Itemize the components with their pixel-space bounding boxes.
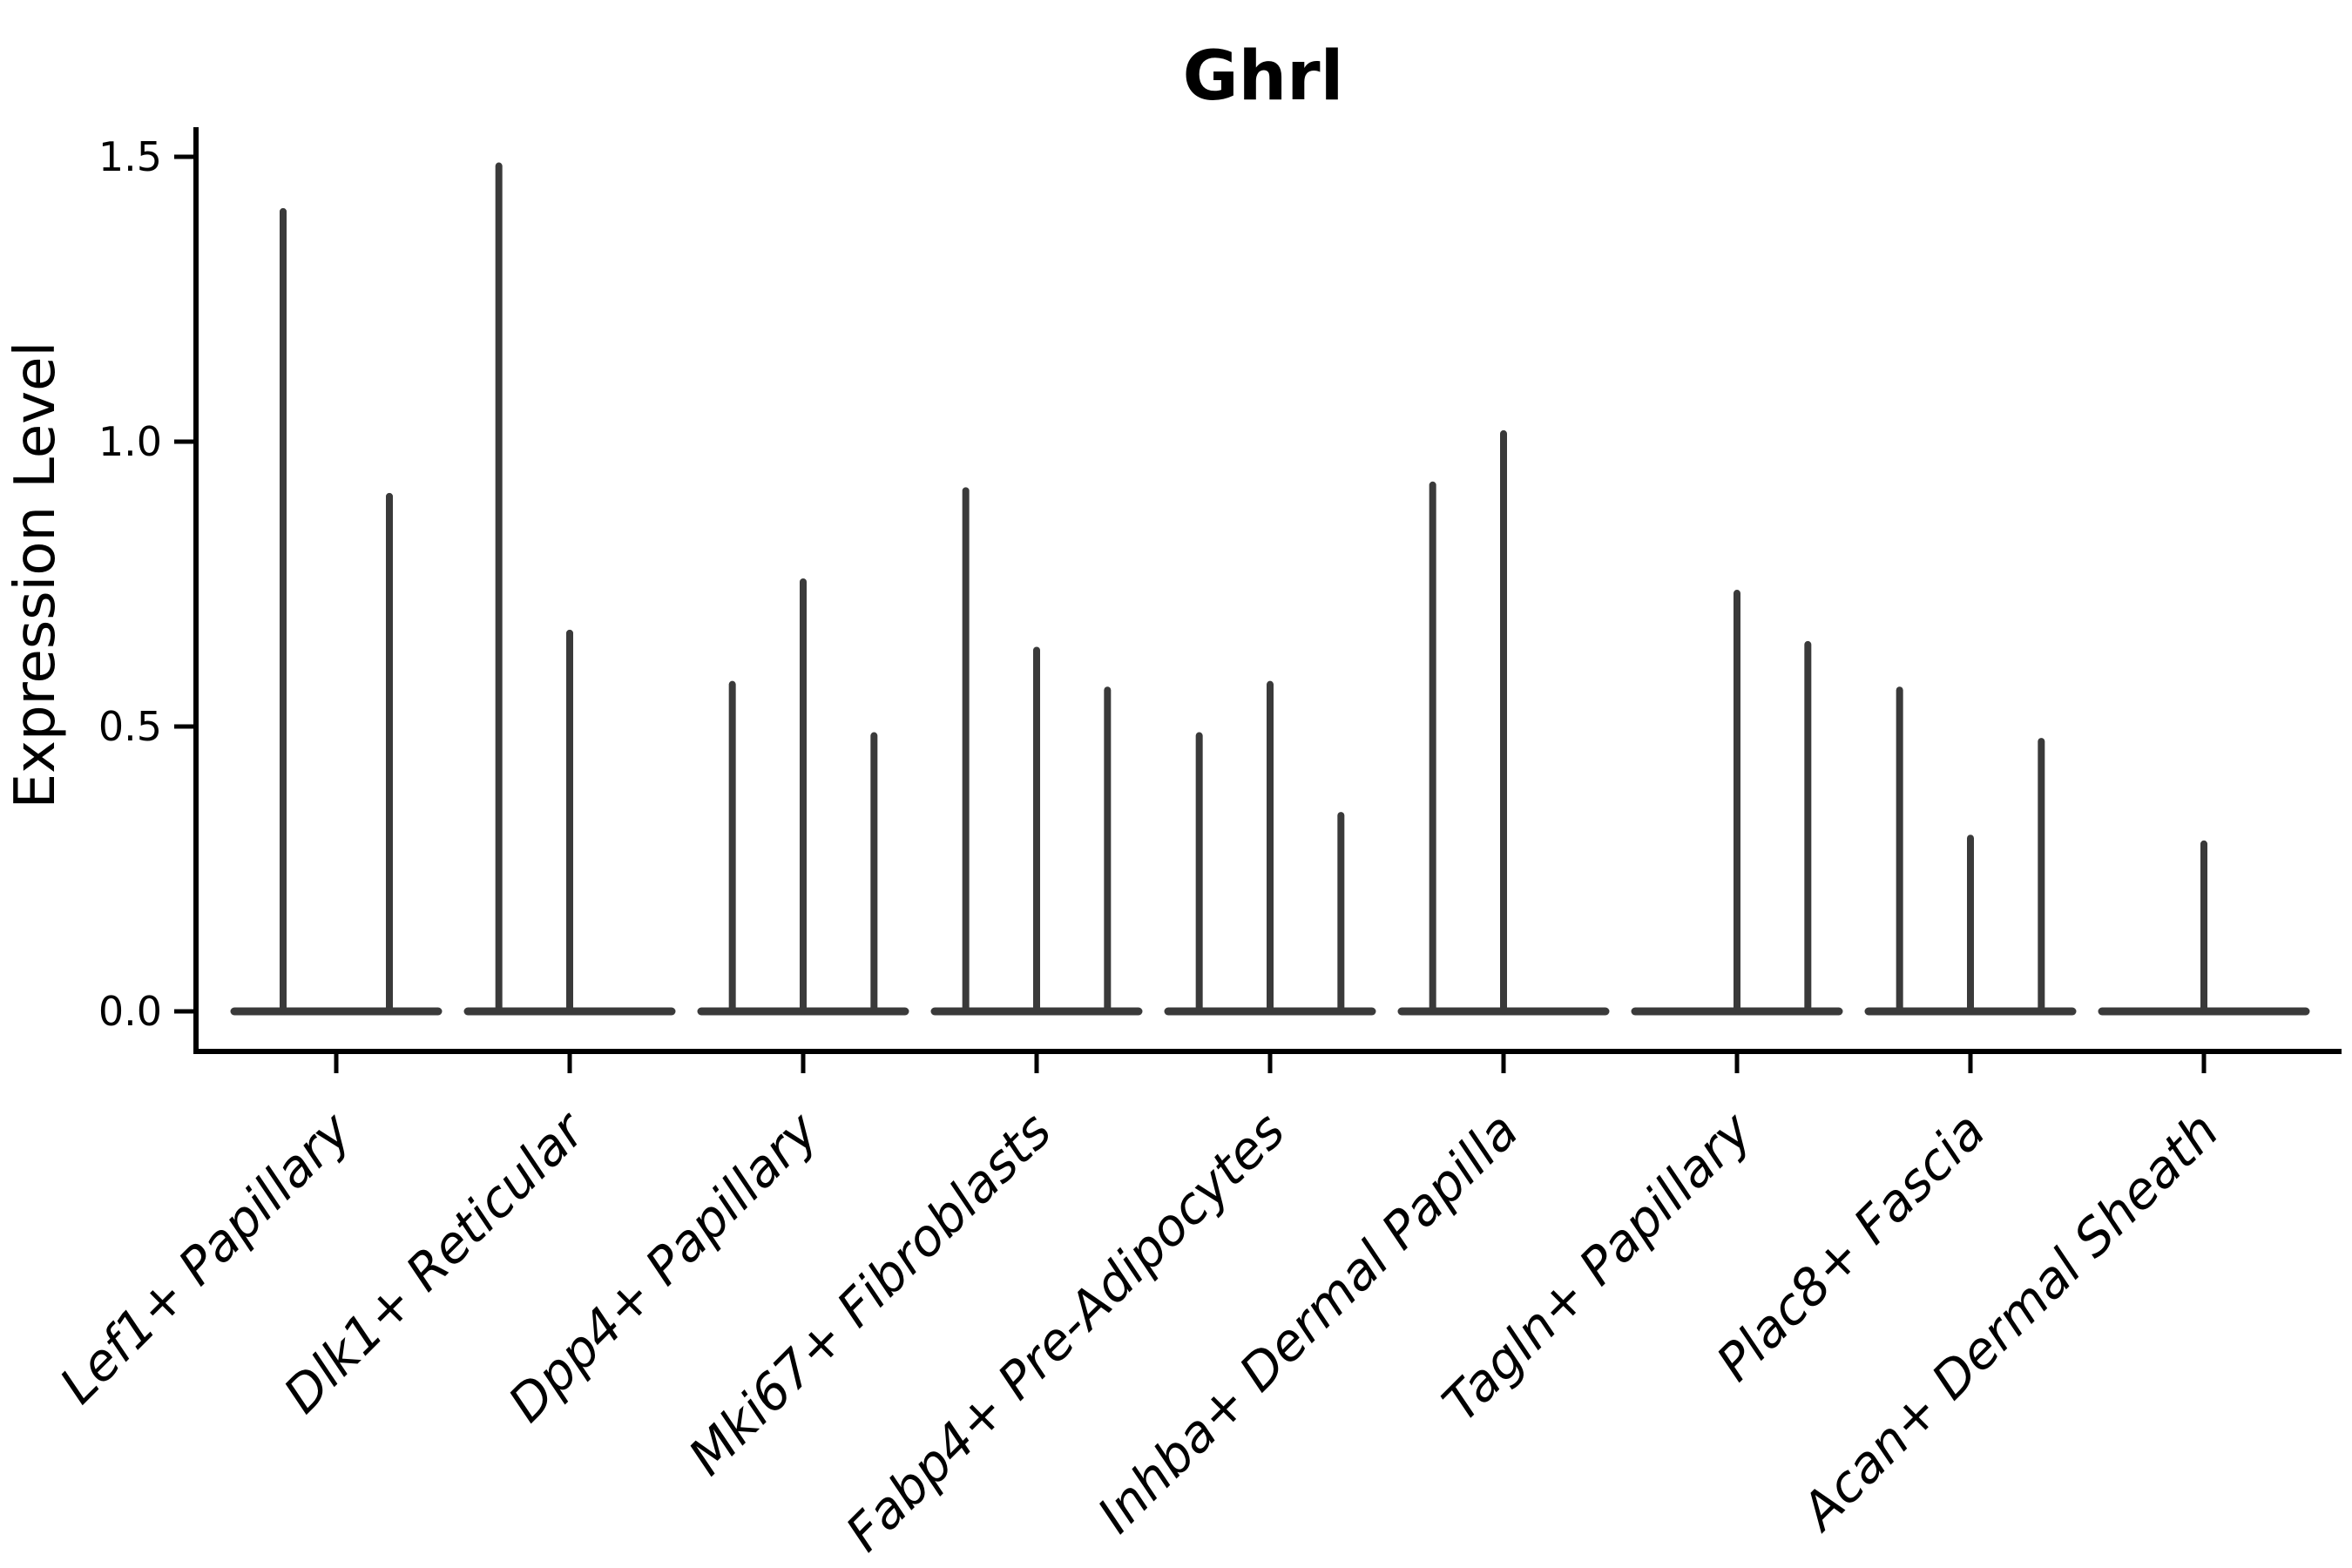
y-tick-label: 1.5: [98, 133, 162, 180]
violin-group: [1164, 680, 1376, 1016]
violin-group: [1864, 686, 2077, 1016]
y-tick-label: 1.0: [98, 418, 162, 465]
violins-layer: [230, 162, 2310, 1016]
violin-group: [2098, 840, 2310, 1016]
violin-group: [697, 578, 909, 1016]
violin-group: [1397, 429, 1610, 1016]
chart-title: Ghrl: [1183, 37, 1344, 116]
violin-group: [930, 487, 1143, 1016]
violin-group: [1631, 590, 1843, 1016]
x-tick-label: Acan+ Dermal Sheath: [1788, 1101, 2230, 1544]
x-tick-label: Inhba+ Dermal Papilla: [1086, 1101, 1530, 1544]
violin-group: [463, 162, 676, 1016]
y-axis-label: Expression Level: [3, 341, 68, 809]
y-tick-label: 0.5: [98, 703, 162, 750]
y-tick-label: 0.0: [98, 988, 162, 1035]
x-tick-label: Fabp4+ Pre-Adipocytes: [835, 1101, 1296, 1563]
violin-group: [230, 207, 443, 1016]
